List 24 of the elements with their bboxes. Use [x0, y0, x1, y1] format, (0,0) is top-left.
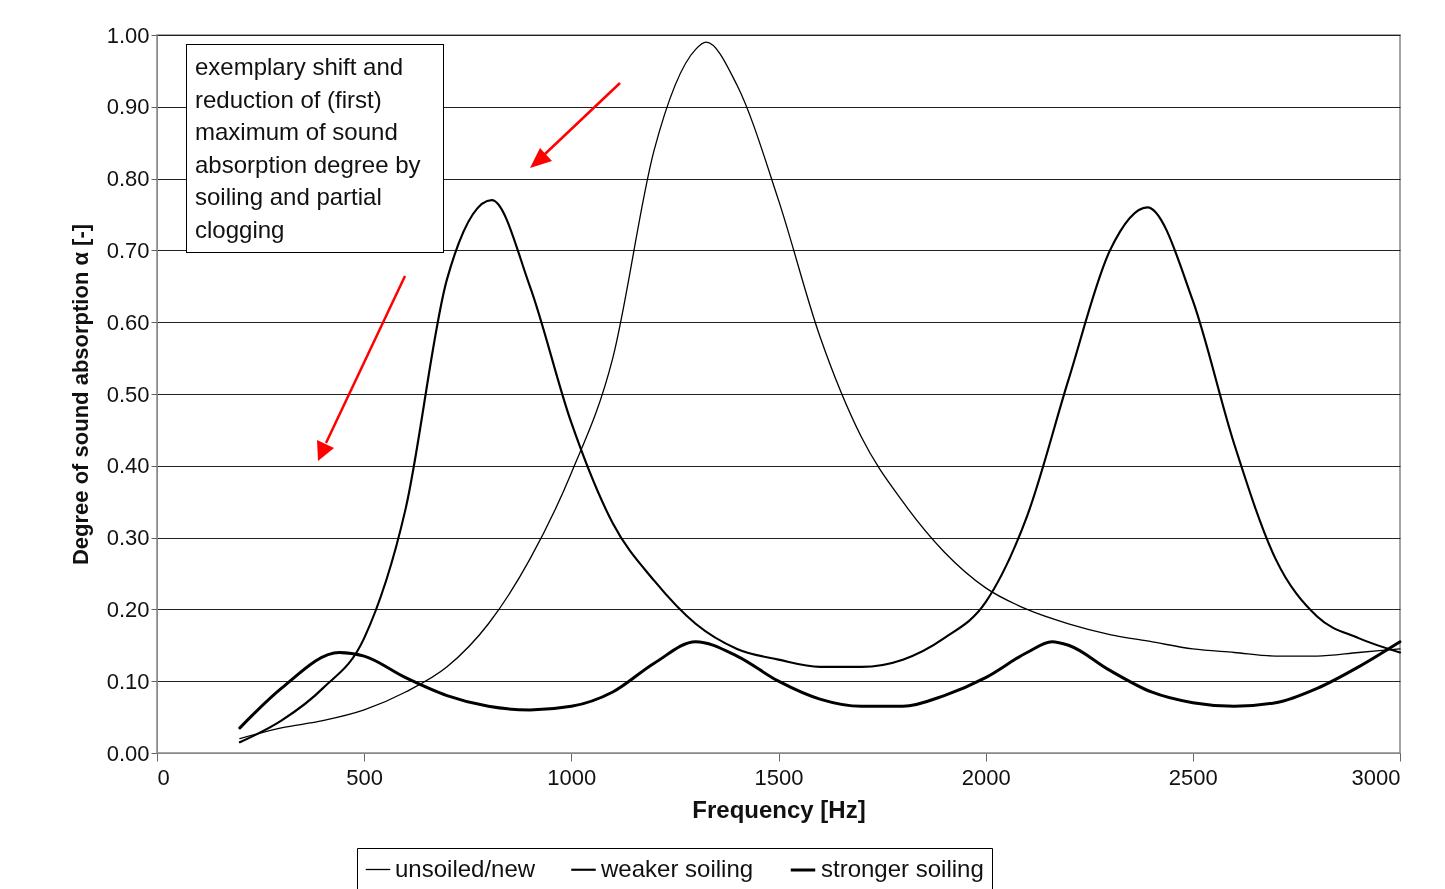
y-tick-label: 0.60 — [106, 309, 150, 335]
x-tick-label: 3000 — [1351, 764, 1401, 790]
x-tick-label: 0 — [157, 764, 170, 790]
legend-label: stronger soiling — [821, 855, 984, 882]
x-tick-label: 2000 — [961, 764, 1011, 790]
x-tick-label: 1500 — [754, 764, 804, 790]
y-tick-label: 1.00 — [106, 22, 150, 48]
y-tick-label: 0.80 — [106, 166, 150, 192]
y-axis-title: Degree of sound absorption α [-] — [67, 223, 93, 566]
y-tick-label: 0.00 — [106, 740, 150, 766]
annotation: exemplary shift and reduction of (first) maximum of sound absorption degree by soiling and partial clogging — [195, 52, 422, 245]
x-axis-title: Frequency [Hz] — [692, 795, 866, 823]
legend-label: unsoiled/new — [395, 854, 536, 882]
x-tick-label: 500 — [346, 764, 384, 790]
y-tick-label: 0.90 — [106, 94, 150, 120]
y-tick-label: 0.20 — [106, 596, 150, 622]
y-tick-label: 0.70 — [106, 237, 150, 263]
y-tick-label: 0.40 — [106, 453, 150, 479]
x-tick-label: 1000 — [547, 764, 597, 790]
y-tick-label: 0.50 — [106, 381, 150, 407]
y-tick-label: 0.10 — [106, 668, 150, 694]
legend-label: weaker soiling — [600, 854, 754, 882]
y-tick-label: 0.30 — [106, 525, 150, 551]
x-tick-label: 2500 — [1168, 764, 1218, 790]
